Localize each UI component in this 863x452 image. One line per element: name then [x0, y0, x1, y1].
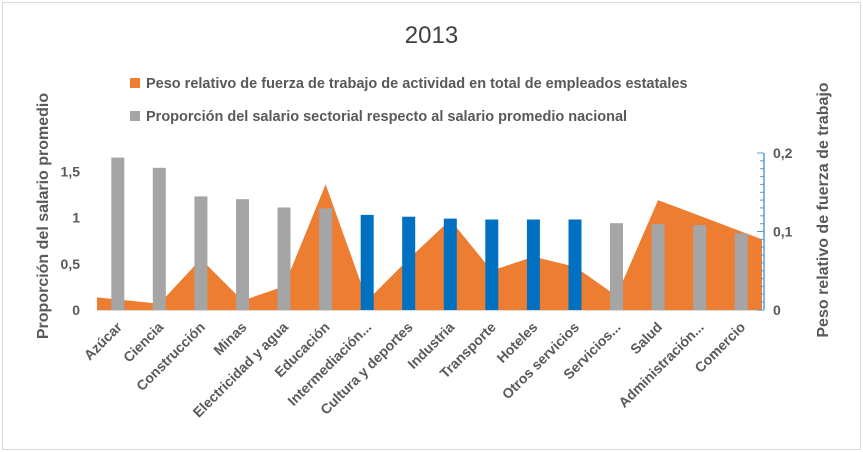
legend-swatch-gray	[130, 111, 140, 121]
bar-comercio	[734, 233, 748, 310]
x-tick-label: Minas	[210, 319, 250, 359]
bar-hoteles	[526, 219, 540, 310]
y-tick-label: 0,5	[61, 256, 81, 272]
y-axis-title: Proporción del salario promedio	[35, 93, 52, 339]
legend-entry-salary: Proporción del salario sectorial respect…	[130, 109, 627, 125]
y2-axis-title: Peso relativo de fuerza de trabajo	[815, 82, 832, 337]
chart-title: 2013	[404, 22, 459, 49]
bar-industria	[443, 218, 457, 310]
bar-salud	[651, 224, 665, 310]
legend-label-workforce: Peso relativo de fuerza de trabajo de ac…	[146, 76, 688, 92]
y2-tick-label: 0,2	[773, 145, 793, 161]
y-tick-label: 0	[72, 302, 80, 318]
bar-cultura-y-deportes	[402, 216, 416, 310]
bar-layer	[111, 157, 748, 310]
y2-tick-label: 0,1	[773, 224, 793, 240]
bar-transporte	[485, 219, 499, 310]
y-tick-label: 1,5	[61, 164, 81, 180]
y-tick-label: 1	[72, 210, 80, 226]
bar-minas	[236, 199, 249, 310]
area-workforce-weight	[97, 184, 762, 310]
bar-azucar	[111, 157, 125, 310]
bar-intermediacion	[360, 214, 374, 310]
bar-construccion	[194, 196, 208, 310]
bar-servicios	[610, 223, 623, 310]
x-tick-label: Azúcar	[81, 318, 126, 363]
legend-swatch-orange	[130, 78, 140, 88]
bar-administracion	[693, 225, 707, 310]
axis-layer	[97, 152, 765, 311]
x-tick-label: Salud	[627, 319, 665, 357]
y2-tick-label: 0	[773, 302, 781, 318]
legend-label-salary: Proporción del salario sectorial respect…	[146, 109, 628, 125]
bar-electricidad-y-agua	[277, 207, 291, 310]
bar-otros-servicios	[568, 219, 582, 310]
bar-educacion	[319, 208, 333, 310]
legend-entry-workforce: Peso relativo de fuerza de trabajo de ac…	[130, 76, 688, 92]
bar-ciencia	[152, 167, 166, 310]
area-layer	[97, 184, 762, 310]
